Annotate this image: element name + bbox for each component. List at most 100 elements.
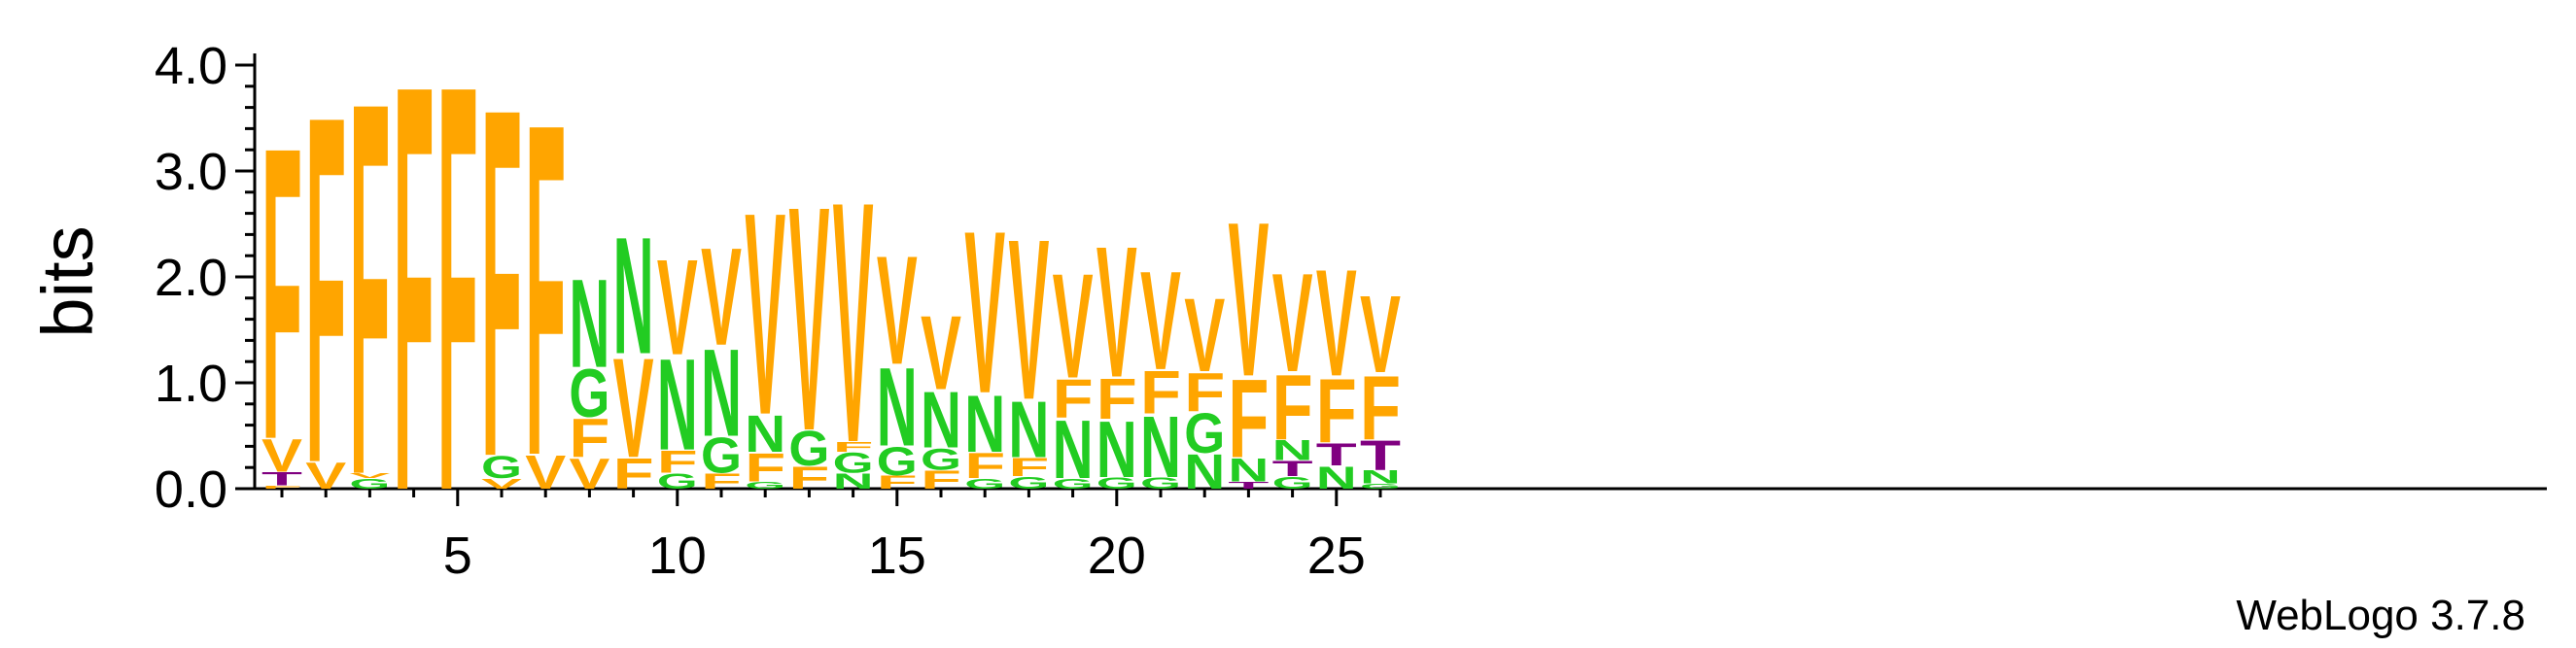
logo-column: F xyxy=(437,0,478,613)
logo-letter-V: V xyxy=(1053,243,1094,409)
logo-letter-F: F xyxy=(349,0,390,586)
logo-letter-G: G xyxy=(1360,482,1401,490)
logo-letter-F: F xyxy=(525,24,566,555)
logo-letter-G: G xyxy=(833,448,874,480)
x-tick-label: 20 xyxy=(1088,527,1146,585)
logo-letter-V: V xyxy=(1184,276,1225,393)
x-axis: 5 10 15 20 25 xyxy=(255,487,2547,585)
logo-letter-F: F xyxy=(613,450,654,498)
logo-letter-V: V xyxy=(964,184,1005,443)
logo-letter-G: G xyxy=(1053,476,1094,493)
logo-letter-N: N xyxy=(613,203,654,390)
logo-letter-N: N xyxy=(833,469,874,494)
logo-letter-T: T xyxy=(1272,457,1313,481)
logo-letter-V: V xyxy=(1140,242,1181,399)
logo-letter-G: G xyxy=(349,476,390,493)
logo-column: VGF xyxy=(481,6,523,562)
logo-letter-G: G xyxy=(701,427,742,484)
logo-letter-V: V xyxy=(613,328,654,488)
logo-letter-F: F xyxy=(1360,357,1401,459)
logo-letter-V: V xyxy=(701,221,742,375)
logo-letter-N: N xyxy=(877,346,918,469)
logo-letter-V: V xyxy=(525,446,566,499)
logo-letter-F: F xyxy=(877,471,918,493)
logo-letter-G: G xyxy=(657,469,698,494)
logo-letter-G: G xyxy=(1272,473,1313,493)
logo-letter-V: V xyxy=(745,153,785,475)
logo-letter-F: F xyxy=(788,460,829,496)
x-tick-label: 5 xyxy=(443,527,472,585)
logo-letter-G: G xyxy=(877,439,918,485)
logo-letter-N: N xyxy=(1140,400,1181,497)
logo-letter-V: V xyxy=(877,223,918,397)
logo-letter-G: G xyxy=(921,443,961,477)
logo-letter-F: F xyxy=(261,485,302,490)
logo-letter-F: F xyxy=(305,14,346,567)
logo-letter-V: V xyxy=(1008,191,1049,448)
logo-letter-G: G xyxy=(569,356,609,431)
y-tick-label: 1.0 xyxy=(155,355,227,413)
logo-letter-N: N xyxy=(1272,433,1313,466)
logo-letter-F: F xyxy=(1228,357,1269,482)
logo-letter-V: V xyxy=(1316,239,1357,409)
logo-letter-N: N xyxy=(1184,444,1225,499)
logo-letter-T: T xyxy=(1360,432,1401,479)
x-tick-label: 15 xyxy=(868,527,926,585)
logo-letter-G: G xyxy=(481,450,522,485)
logo-letter-V: V xyxy=(921,292,961,411)
logo-column: GVF xyxy=(349,0,390,586)
y-tick-label: 2.0 xyxy=(155,249,227,307)
logo-letter-N: N xyxy=(1053,404,1094,496)
logo-letter-F: F xyxy=(921,465,961,495)
logo-letter-V: V xyxy=(481,476,523,493)
logo-column: FVN xyxy=(613,203,654,498)
logo-letter-V: V xyxy=(833,130,874,514)
logo-letter-N: N xyxy=(1097,406,1137,495)
logo-letter-G: G xyxy=(1097,475,1137,493)
y-tick-label: 4.0 xyxy=(155,37,227,95)
logo-letter-V: V xyxy=(349,471,390,479)
logo-letter-F: F xyxy=(1097,366,1137,431)
logo-column: F xyxy=(394,0,435,613)
logo-letter-V: V xyxy=(305,456,346,497)
logo-letter-G: G xyxy=(745,480,785,492)
y-axis-label: bits xyxy=(27,225,108,337)
logo-letter-F: F xyxy=(569,408,609,469)
logo-letter-V: V xyxy=(1272,244,1313,401)
logo-letter-V: V xyxy=(1097,208,1137,417)
logo-letter-N: N xyxy=(1360,467,1401,488)
logo-letter-N: N xyxy=(1228,452,1269,489)
logo-letter-F: F xyxy=(1053,369,1094,430)
logo-letter-F: F xyxy=(437,0,478,613)
logo-letter-F: F xyxy=(833,438,874,455)
logo-letter-T: T xyxy=(1316,437,1357,473)
logo-column: FGV xyxy=(788,141,829,498)
logo-letter-F: F xyxy=(394,0,435,613)
logo-letter-G: G xyxy=(964,476,1005,493)
logo-letter-F: F xyxy=(1272,356,1313,460)
logo-letter-F: F xyxy=(701,469,742,494)
logo-column: VF xyxy=(525,24,566,555)
logo-letter-G: G xyxy=(1008,473,1049,493)
logo-letter-F: F xyxy=(1184,362,1225,424)
logo-column: VF xyxy=(305,14,346,567)
logo-letter-F: F xyxy=(1140,358,1181,426)
logo-letter-V: V xyxy=(261,429,302,482)
y-tick-label: 0.0 xyxy=(155,460,227,519)
logo-letter-G: G xyxy=(1140,475,1181,493)
